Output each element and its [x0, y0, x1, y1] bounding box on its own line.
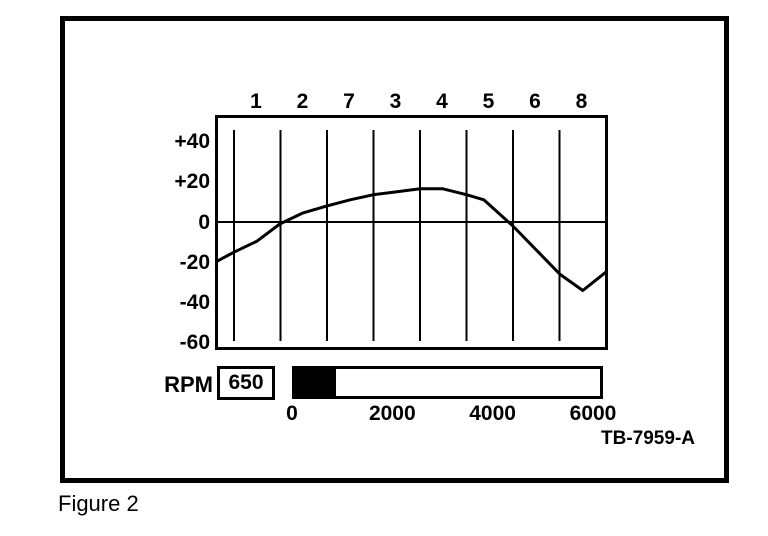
- cylinder-label: 5: [482, 90, 495, 113]
- y-axis-tick-label: -40: [179, 291, 210, 315]
- cylinder-label: 4: [436, 90, 448, 113]
- figure-frame: [60, 16, 729, 483]
- rpm-scale-label: 2000: [368, 402, 416, 425]
- rpm-scale-row: 0 2000 4000 6000: [286, 402, 616, 425]
- document-code: TB-7959-A: [601, 428, 695, 449]
- cylinder-label: 8: [575, 90, 588, 113]
- figure-caption: Figure 2: [58, 491, 139, 516]
- cylinder-label: 3: [389, 90, 402, 113]
- rpm-label: RPM: [164, 372, 213, 397]
- rpm-bar-gauge: [292, 366, 603, 399]
- y-axis-tick-label: 0: [198, 210, 210, 234]
- cylinder-label: 7: [343, 90, 355, 113]
- cylinder-label: 6: [529, 90, 541, 113]
- cylinder-number-row: 1 2 7 3 4 5 6 8: [215, 91, 608, 113]
- y-axis-tick-label: +20: [174, 170, 210, 194]
- rpm-bar-fill: [295, 369, 337, 396]
- y-axis-tick-label: -20: [179, 250, 210, 274]
- rpm-trace-curve: [215, 187, 608, 292]
- rpm-scale-label: 4000: [469, 402, 516, 425]
- rpm-value: 650: [228, 371, 264, 394]
- y-axis-tick-label: -60: [179, 331, 210, 355]
- y-axis-tick-labels: +40 +20 0 -20 -40 -60: [110, 115, 210, 355]
- rpm-scale-label: 0: [286, 402, 298, 425]
- y-axis-tick-label: +40: [174, 129, 210, 153]
- power-balance-plot: [215, 115, 608, 350]
- plot-border: [215, 115, 608, 350]
- cylinder-label: 1: [250, 90, 262, 113]
- cylinder-label: 2: [296, 90, 309, 113]
- rpm-readout-box: 650: [217, 366, 275, 400]
- rpm-scale-label: 6000: [569, 402, 617, 425]
